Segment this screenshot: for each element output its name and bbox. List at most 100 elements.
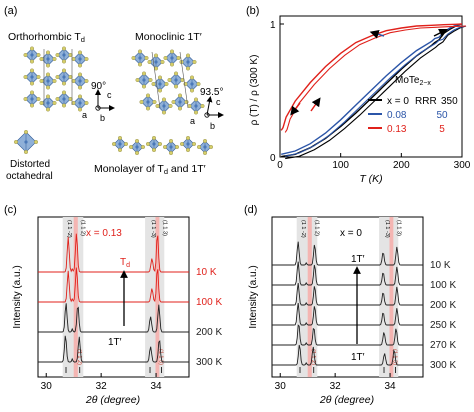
panel-b-series — [280, 23, 467, 160]
unit-cell-edge — [151, 51, 161, 109]
xrd-trace — [272, 282, 423, 306]
xrd-trace — [38, 335, 189, 363]
reflection-label-bottom: (1 1 2) — [76, 349, 82, 365]
panel-c-ylabel: Intensity (a.u.) — [12, 265, 23, 328]
panel-c-phase-bottom: 1T′ — [108, 337, 122, 348]
reflection-label-top: (1 1 2) — [80, 220, 86, 236]
series-line-warming — [285, 25, 467, 160]
xrd-trace — [272, 344, 423, 366]
legend-header-rrr: RRR — [415, 96, 437, 107]
axis-a-right: a — [190, 116, 195, 126]
highlight-band — [307, 217, 312, 377]
axis-b-right: b — [210, 121, 215, 131]
crystal-octahedron — [163, 49, 181, 67]
panel-d-phase-bottom: 1T′ — [351, 352, 365, 363]
crystal-octahedron — [55, 68, 73, 86]
trace-temperature-label: 10 K — [430, 260, 451, 271]
panel-c-plot: (1 1 -2) (1 1 2) (1 1 -3) (1 1 3) (1 1 2) (1 … — [38, 217, 222, 392]
trace-temperature-label: 100 K — [430, 280, 456, 291]
reflection-band — [145, 217, 165, 377]
xrd-trace — [272, 324, 423, 346]
crystal-octahedron — [139, 93, 157, 111]
crystal-octahedron — [71, 94, 89, 112]
xrd-trace — [272, 261, 423, 286]
crystal-octahedron — [183, 75, 201, 93]
x-tick-label: 34 — [384, 381, 396, 392]
panel-d-ylabel: Intensity (a.u.) — [248, 265, 259, 328]
panel-b: (b) 0 100 200 300 0 1 ρ (T) / ρ (300 K) T (K)… — [246, 5, 471, 185]
axis-a-left: a — [82, 110, 87, 120]
monolayer-structure — [111, 135, 213, 155]
reflection-label-top: (1 1 -3) — [384, 220, 390, 238]
monolayer-octahedron — [111, 135, 128, 152]
xrd-trace — [38, 233, 189, 273]
x-tick-label: 32 — [96, 381, 108, 392]
crystal-octahedron — [167, 71, 185, 89]
panel-c-xlabel: 2θ (degree) — [85, 394, 140, 406]
monolayer-octahedron — [128, 138, 145, 155]
x-tick-label: 30 — [275, 381, 287, 392]
trace-temperature-label: 100 K — [196, 297, 222, 308]
monolayer-octahedron — [196, 138, 213, 155]
axis-c-left: c — [107, 90, 112, 100]
panel-d-title: x = 0 — [340, 228, 362, 239]
reflection-label-top: (1 1 -2) — [66, 220, 72, 238]
panel-b-ylabel: ρ (T) / ρ (300 K) — [249, 55, 260, 126]
panel-c-frame — [37, 216, 190, 378]
crystal-octahedron — [39, 50, 57, 68]
reflection-label-bottom: (1 1 3) — [391, 349, 397, 365]
reflection-label-bottom: (1 1 2) — [310, 349, 316, 365]
xrd-trace — [38, 267, 189, 303]
panel-b-legend: RRR x = 0 350 0.08 50 0.13 5 — [368, 96, 458, 135]
highlight-band — [389, 217, 394, 377]
trace-temperature-label: 300 K — [196, 357, 222, 368]
reflection-label-top: (1 1 3) — [396, 220, 402, 236]
crystal-octahedron — [187, 97, 205, 115]
octahedral-label-line1: Distorted — [10, 159, 50, 170]
octahedron-icon — [13, 129, 39, 154]
monolayer-octahedron — [162, 138, 179, 155]
crystal-octahedron — [171, 93, 189, 111]
crystal-octahedron — [71, 72, 89, 90]
axis-c-right: c — [216, 97, 221, 107]
reflection-label-top: (1 1 -2) — [300, 220, 306, 238]
panel-d-plot: (1 1 -2) (1 1 2) (1 1 -3) (1 1 3) (1 1 2) (1 … — [272, 217, 456, 392]
xrd-trace — [272, 302, 423, 326]
legend-series-name: x = 0 — [387, 96, 409, 107]
trace-temperature-label: 300 K — [430, 360, 456, 371]
highlight-band — [73, 217, 78, 377]
crystal-octahedron — [151, 75, 169, 93]
monolayer-label: Monolayer of Td and 1T′ — [94, 163, 206, 176]
panel-c-label: (c) — [4, 204, 17, 216]
trace-temperature-label: 200 K — [430, 300, 456, 311]
trace-temperature-label: 200 K — [196, 327, 222, 338]
panel-d: (d) (1 1 -2) (1 1 2) (1 1 -3) (1 1 3) (1 1 2… — [244, 204, 456, 406]
y-tick-label: 1 — [270, 20, 276, 31]
panel-b-xlabel: T (K) — [359, 173, 382, 185]
unit-cell-edge — [179, 51, 189, 109]
crystal-octahedron — [147, 53, 165, 71]
axes-glyph-right: 93.5° c a b — [190, 87, 224, 131]
reflection-label-top: (1 1 3) — [162, 220, 168, 236]
panel-c: (c) (1 1 -2) (1 1 2) (1 1 -3) (1 1 3) (1 1 2… — [4, 204, 222, 406]
panel-a-title-right: Monoclinic 1T′ — [135, 31, 202, 43]
legend-series-name: 0.13 — [387, 124, 407, 135]
x-tick-label: 100 — [332, 160, 349, 171]
panel-d-xlabel: 2θ (degree) — [319, 394, 374, 406]
crystal-octahedron — [23, 90, 41, 108]
xrd-trace — [272, 241, 423, 266]
angle-label-right: 93.5° — [200, 87, 223, 98]
axis-b-left: b — [100, 113, 105, 123]
panel-b-frame — [279, 15, 463, 158]
x-tick-label: 300 — [454, 160, 471, 171]
x-tick-label: 30 — [41, 381, 53, 392]
reflection-label-top: (1 1 -3) — [150, 220, 156, 238]
axes-glyph-left: 90° c a b — [82, 81, 115, 123]
legend-series-name: 0.08 — [387, 110, 407, 121]
angle-label-left: 90° — [91, 81, 106, 92]
xrd-trace — [38, 303, 189, 333]
legend-rrr-value: 50 — [436, 110, 448, 121]
panel-a-label: (a) — [4, 5, 17, 17]
panel-d-phase-top: 1T′ — [351, 254, 365, 265]
